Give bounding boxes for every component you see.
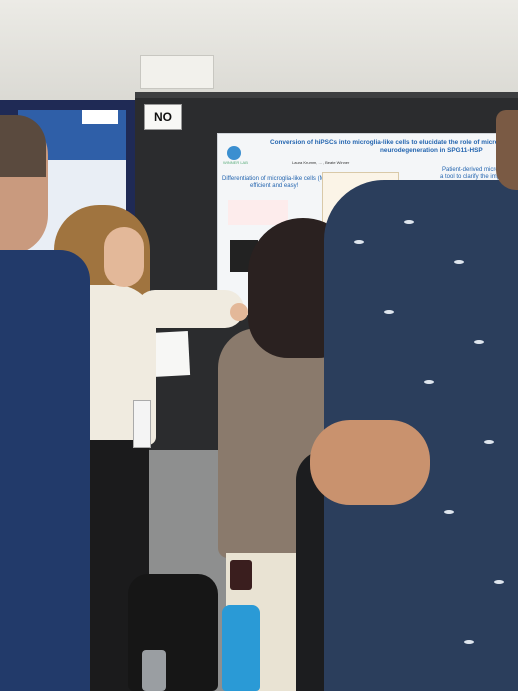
man-right-arm (310, 420, 430, 505)
man-right-foreground (310, 110, 518, 691)
man-left-shirt (0, 250, 90, 691)
poster-section-left-title: Differentiation of microglia-like cells … (222, 176, 335, 182)
man-left-hair (0, 115, 46, 177)
shirt-feather (494, 580, 504, 584)
poster-section-right-title: Patient-derived microglia (442, 167, 509, 173)
shirt-feather (424, 380, 434, 384)
shirt-feather (354, 240, 364, 244)
poster-section-left: Differentiation of microglia-like cells … (222, 176, 335, 190)
poster-title-line1: Conversion of hiPSCs into microglia-like… (270, 139, 510, 146)
shirt-feather (454, 260, 464, 264)
shirt-feather (474, 340, 484, 344)
presenter-pointing-arm (136, 290, 244, 328)
shirt-feather (464, 640, 474, 644)
shirt-feather (404, 220, 414, 224)
shirt-feather (444, 510, 454, 514)
booth-number-sign: NO (144, 104, 182, 130)
blue-water-bottle (222, 605, 260, 691)
man-right-beard (496, 110, 518, 190)
shirt-feather (484, 440, 494, 444)
thermos-bottle (142, 650, 166, 691)
poster-section-right-sub: a tool to clarify the impact (440, 174, 509, 180)
phone (230, 560, 252, 590)
poster-section-left-sub: efficient and easy! (250, 183, 299, 189)
shirt-feather (384, 310, 394, 314)
poster-title: Conversion of hiPSCs into microglia-like… (270, 139, 518, 154)
poster-figure-timeline (228, 200, 288, 225)
name-badge (133, 400, 151, 448)
lab-logo-icon (227, 146, 241, 160)
back-wall (0, 0, 518, 110)
lab-logo-text: WINNER LAB (223, 160, 248, 165)
poster-authors: Laura Krumm, ... , Beate Winner (292, 160, 350, 165)
presenter-hand (230, 303, 248, 321)
presenter-face (104, 227, 144, 287)
wall-panel (140, 55, 214, 89)
poster-title-line2: neurodegeneration in SPG11-HSP (380, 146, 483, 154)
man-left-foreground (0, 115, 90, 691)
small-sign (82, 110, 118, 124)
